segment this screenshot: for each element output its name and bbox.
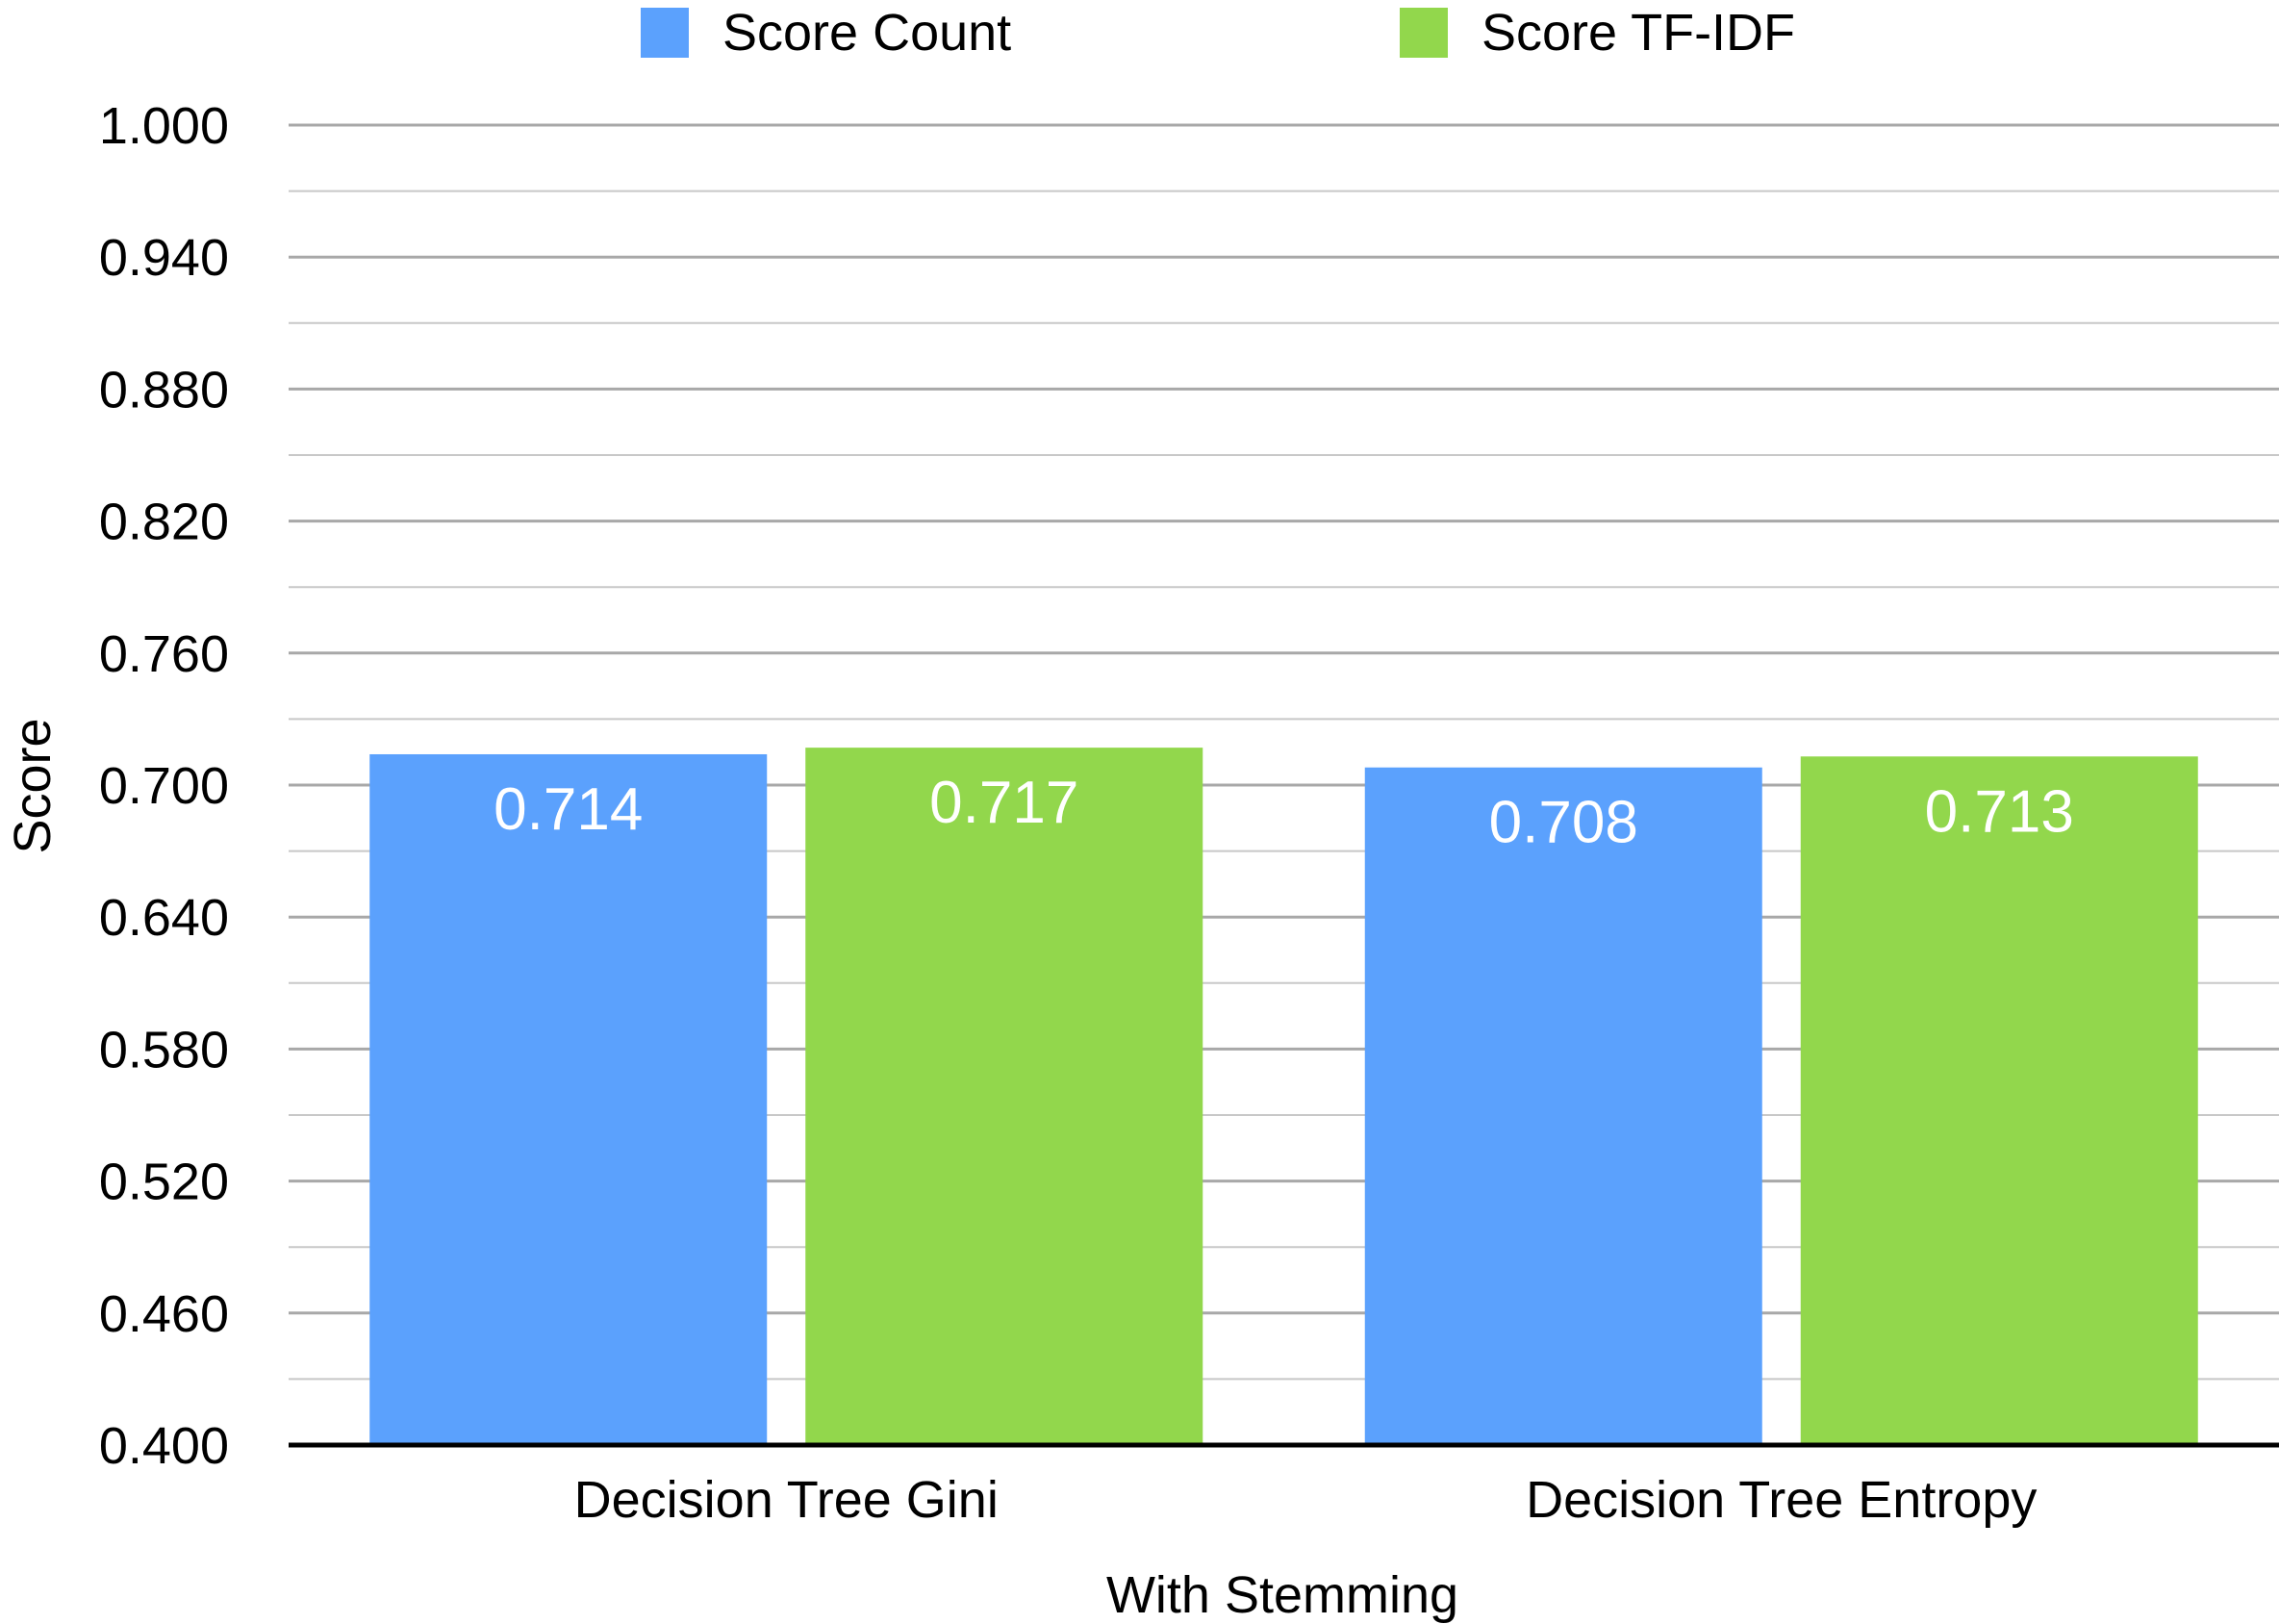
y-tick-label: 0.760 (99, 625, 229, 683)
bar (1800, 756, 2198, 1445)
y-tick-label: 0.460 (99, 1285, 229, 1343)
x-axis-title: With Stemming (1106, 1566, 1458, 1624)
y-tick-label: 0.820 (99, 494, 229, 551)
legend-swatch (1400, 8, 1448, 58)
legend-label: Score TF-IDF (1481, 4, 1795, 62)
y-tick-label: 0.640 (99, 889, 229, 947)
bar (805, 748, 1203, 1445)
x-category-label: Decision Tree Gini (574, 1471, 999, 1529)
bars: 0.714 0.717 0.708 0.713 (369, 748, 2198, 1445)
x-category-label: Decision Tree Entropy (1526, 1471, 2037, 1529)
data-label: 0.708 (1489, 790, 1638, 856)
data-label: 0.714 (494, 776, 643, 843)
data-label: 0.713 (1925, 778, 2074, 845)
legend-swatch (641, 8, 689, 58)
bar (369, 753, 768, 1445)
data-label: 0.717 (929, 770, 1078, 836)
y-tick-label: 1.000 (99, 97, 229, 155)
y-tick-label: 0.880 (99, 361, 229, 419)
y-axis-title: Score (4, 718, 62, 853)
y-tick-label: 0.700 (99, 757, 229, 815)
y-tick-label: 0.520 (99, 1154, 229, 1211)
legend-label: Score Count (722, 4, 1011, 62)
y-tick-label: 0.940 (99, 229, 229, 287)
legend: Score Count Score TF-IDF (641, 4, 1795, 62)
bar (1364, 767, 1762, 1445)
axes: 1.000 0.940 0.880 0.820 0.760 0.700 0.640 0.580… (99, 97, 2279, 1529)
y-tick-label: 0.580 (99, 1021, 229, 1078)
y-tick-label: 0.400 (99, 1417, 229, 1475)
